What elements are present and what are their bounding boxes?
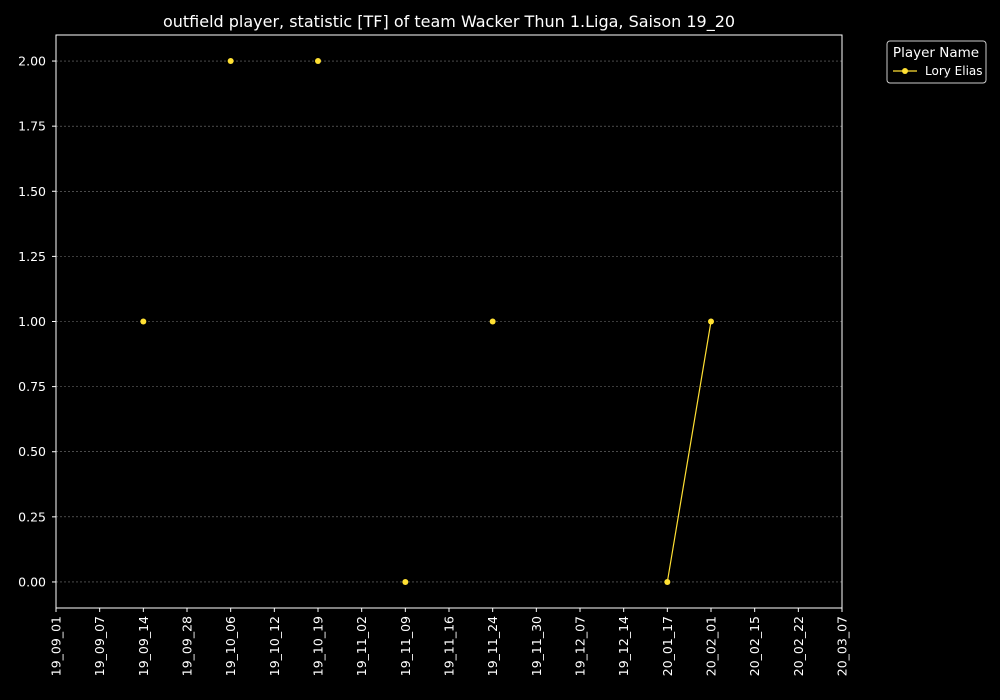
x-tick-label: 19_10_19 — [311, 616, 326, 676]
y-tick-label: 1.00 — [18, 314, 46, 329]
x-tick-label: 20_01_17 — [660, 616, 675, 676]
legend: Player Name Lory Elias — [886, 40, 987, 84]
legend-title: Player Name — [893, 45, 979, 61]
legend-marker-sample — [902, 68, 908, 74]
x-tick-label: 19_09_28 — [180, 616, 195, 676]
y-axis-ticks: 0.00 0.25 0.50 0.75 1.00 1.25 1.50 1.75 2.00 — [18, 54, 56, 589]
y-tick-label: 1.75 — [18, 119, 46, 134]
x-tick-label: 19_11_30 — [529, 616, 544, 676]
y-tick-label: 1.25 — [18, 249, 46, 264]
x-tick-label: 19_12_14 — [616, 616, 631, 676]
series-layer — [140, 58, 714, 585]
x-tick-label: 19_09_07 — [92, 616, 107, 676]
data-point — [708, 318, 714, 325]
grid-lines — [56, 60, 842, 583]
x-tick-label: 19_10_06 — [223, 616, 238, 676]
data-point — [140, 318, 147, 325]
y-tick-label: 0.75 — [18, 379, 46, 394]
y-tick-label: 0.00 — [18, 574, 46, 589]
x-tick-label: 19_10_12 — [267, 616, 282, 676]
data-point — [227, 58, 234, 65]
y-tick-label: 0.25 — [18, 509, 46, 524]
legend-entry-label: Lory Elias — [925, 64, 983, 78]
x-tick-label: 20_02_01 — [704, 616, 719, 676]
y-tick-label: 0.50 — [18, 444, 46, 459]
x-tick-label: 20_02_15 — [747, 616, 762, 676]
data-point — [664, 578, 671, 585]
y-tick-label: 2.00 — [18, 54, 46, 69]
x-tick-label: 19_11_24 — [485, 616, 500, 676]
chart-title: outfield player, statistic [TF] of team … — [163, 12, 735, 32]
x-tick-label: 20_02_22 — [791, 616, 806, 676]
y-tick-label: 1.50 — [18, 184, 46, 199]
x-tick-label: 19_11_09 — [398, 616, 413, 676]
x-tick-label: 20_03_07 — [835, 616, 850, 676]
data-point — [315, 58, 321, 65]
legend-box — [886, 40, 987, 84]
x-axis-ticks: 19_09_01 19_09_07 19_09_14 19_09_28 19_10_06… — [49, 608, 850, 676]
data-point — [489, 318, 496, 325]
data-point — [402, 578, 409, 585]
x-tick-label: 19_09_14 — [136, 616, 151, 676]
x-tick-label: 19_11_16 — [442, 616, 457, 676]
x-tick-label: 19_11_02 — [354, 616, 369, 676]
x-tick-label: 19_09_01 — [49, 616, 64, 676]
x-tick-label: 19_12_07 — [573, 616, 588, 676]
series-line-segment — [666, 321, 712, 583]
